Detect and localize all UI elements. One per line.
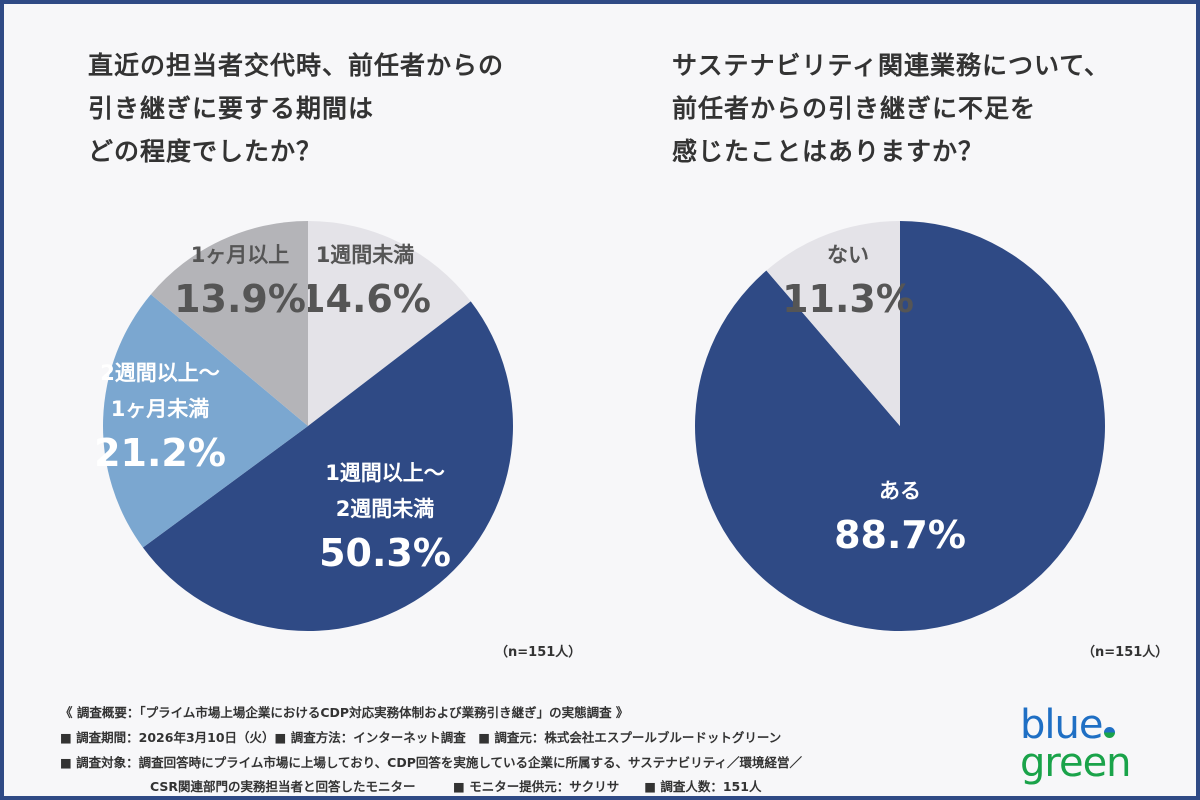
sample-size-note: （n=151人）	[1082, 645, 1169, 660]
logo-blue: blue	[1020, 702, 1103, 748]
title-line: 前任者からの引き継ぎに不足を	[672, 94, 1037, 123]
chart-2-title: サステナビリティ関連業務について、 前任者からの引き継ぎに不足を 感じたことはあ…	[672, 44, 1110, 173]
slice-value: 88.7%	[834, 513, 966, 557]
chart-1-title: 直近の担当者交代時、前任者からの 引き継ぎに要する期間は どの程度でしたか？	[88, 44, 504, 173]
slice-label: 2週間以上～	[100, 361, 220, 385]
slice-label: 1ヶ月以上	[191, 243, 290, 267]
title-line: どの程度でしたか？	[88, 137, 323, 166]
slice-label: 1週間以上～	[325, 461, 445, 485]
title-line: 直近の担当者交代時、前任者からの	[88, 51, 505, 80]
logo-dot	[1104, 727, 1116, 738]
pie-slice	[142, 301, 514, 632]
pie-slice	[766, 221, 900, 426]
pie-slice	[150, 221, 308, 426]
pie-slice	[102, 294, 308, 548]
slice-value: 50.3%	[319, 531, 451, 575]
sample-size-note: （n=151人）	[495, 645, 582, 660]
slice-label: ない	[827, 243, 869, 267]
bluegreen-logo: blue green	[1020, 705, 1132, 786]
survey-overview: 《 調査概要：「プライム市場上場企業におけるCDP対応実務体制および業務引き継ぎ…	[60, 705, 629, 720]
slice-value: 13.9%	[174, 277, 306, 321]
slice-value: 14.6%	[299, 277, 431, 321]
slice-label: 1週間未満	[316, 243, 415, 267]
slice-label: 1ヶ月未満	[111, 397, 210, 421]
slice-label: 2週間未満	[336, 497, 435, 521]
title-line: 引き継ぎに要する期間は	[88, 94, 375, 123]
logo-green: green	[1020, 740, 1132, 786]
pie-slice	[308, 221, 471, 426]
slice-value: 21.2%	[94, 431, 226, 475]
survey-target: ■ 調査対象：調査回答時にプライム市場に上場しており、CDP回答を実施している企…	[60, 755, 803, 770]
title-line: サステナビリティ関連業務について、	[672, 51, 1111, 80]
title-line: 感じたことはありますか？	[672, 137, 985, 166]
slice-value: 11.3%	[782, 277, 914, 321]
survey-target-cont: CSR関連部門の実務担当者と回答したモニター ■ モニター提供元：サクリサ ■ …	[150, 779, 762, 794]
survey-period-method: ■ 調査期間：2026年3月10日（火）■ 調査方法：インターネット調査 ■ 調…	[60, 730, 782, 745]
slice-label: ある	[879, 479, 921, 503]
